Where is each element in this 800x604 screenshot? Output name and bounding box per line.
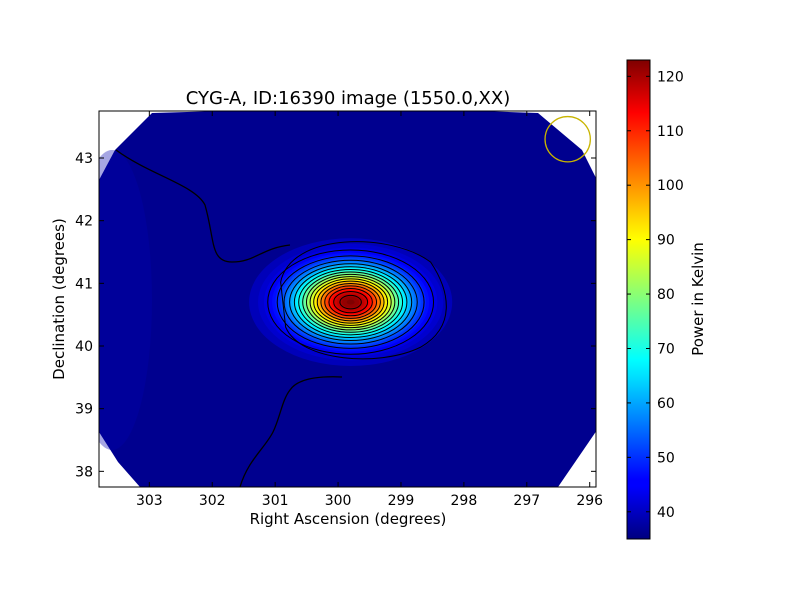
- contour-line: [305, 273, 396, 331]
- y-tick-label: 40: [75, 339, 93, 355]
- colorbar-label: Power in Kelvin: [689, 242, 707, 356]
- x-axis-ticks: 303 302 301 300 299 298 297 296: [136, 111, 603, 509]
- colorbar-tick-label: 100: [657, 178, 684, 194]
- colorbar-tick-label: 110: [657, 124, 684, 140]
- contour-line: [324, 285, 378, 319]
- contour-line: [280, 241, 447, 360]
- colorbar-tick-label: 40: [657, 505, 675, 521]
- y-tick-label: 42: [75, 214, 93, 230]
- colorbar-ticks: 40 50 60 70 80 90 100 110 120: [627, 69, 684, 521]
- contour-line: [302, 271, 400, 333]
- contour-line: [309, 276, 392, 329]
- contour-line: [320, 282, 381, 322]
- contour-line: [316, 280, 385, 324]
- x-tick-label: 302: [199, 493, 226, 509]
- contour-line: [267, 249, 435, 355]
- plot-border: [98, 110, 597, 488]
- contour-line: [328, 287, 373, 317]
- x-tick-label: 301: [262, 493, 289, 509]
- y-tick-label: 41: [75, 276, 93, 292]
- contour-line: [313, 278, 389, 326]
- contour-line: [115, 149, 291, 263]
- x-tick-label: 298: [451, 493, 478, 509]
- colorbar-tick-label: 50: [657, 450, 675, 466]
- contour-line: [276, 255, 425, 349]
- background-glow: [99, 150, 152, 450]
- x-tick-label: 299: [388, 493, 415, 509]
- contour-line: [289, 263, 413, 342]
- chart-title: CYG-A, ID:16390 image (1550.0,XX): [186, 88, 510, 109]
- plot-area: [98, 110, 597, 488]
- colorbar-tick-label: 70: [657, 341, 675, 357]
- contour-line: [339, 294, 362, 310]
- colorbar-tick-label: 90: [657, 233, 675, 249]
- contour-line: [239, 376, 343, 487]
- y-axis-ticks: 38 39 40 41 42 43: [75, 151, 596, 480]
- x-tick-label: 300: [325, 493, 352, 509]
- colorbar-tick-label: 120: [657, 69, 684, 85]
- y-tick-label: 43: [75, 151, 93, 167]
- colorbar-tick-label: 80: [657, 287, 675, 303]
- contour-line: [283, 259, 418, 345]
- contour-line: [293, 266, 408, 339]
- y-tick-label: 38: [75, 464, 93, 480]
- x-tick-label: 303: [136, 493, 163, 509]
- x-tick-label: 297: [513, 493, 540, 509]
- colorbar: 40 50 60 70 80 90 100 110 120 Power in Kelvin: [626, 59, 707, 540]
- emission-level: [346, 299, 355, 305]
- contour-line: [298, 268, 404, 336]
- contour-line: [333, 290, 369, 314]
- contour-lines: [267, 241, 447, 360]
- colorbar-tick-label: 60: [657, 396, 675, 412]
- y-axis-label: Declination (degrees): [50, 218, 68, 380]
- beam-circle: [544, 115, 591, 163]
- y-tick-label: 39: [75, 402, 93, 418]
- x-tick-label: 296: [576, 493, 603, 509]
- colorbar-gradient: [626, 59, 651, 540]
- x-axis-label: Right Ascension (degrees): [250, 510, 447, 528]
